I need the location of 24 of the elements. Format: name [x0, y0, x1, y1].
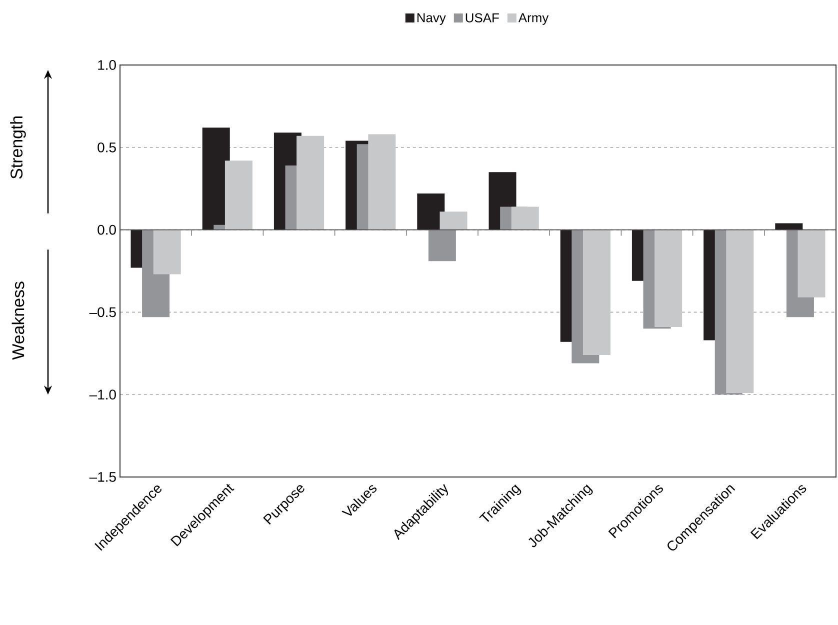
bar: [654, 230, 682, 328]
bar: [296, 136, 324, 230]
legend-label: Navy: [417, 13, 446, 25]
y-tick-label: 0.5: [98, 142, 116, 152]
legend-label: Army: [518, 13, 549, 25]
y-tick-label: –1.5: [89, 472, 116, 482]
bar: [368, 134, 396, 230]
y-tick-label: –1.0: [89, 390, 116, 400]
bar: [153, 230, 181, 274]
bar: [798, 230, 826, 298]
text: Strength: [10, 116, 26, 179]
bar: [224, 160, 252, 230]
bar: [582, 230, 610, 356]
legend-label: USAF: [466, 13, 499, 22]
bar: [511, 206, 539, 230]
y-tick-label: –0.5: [89, 307, 116, 318]
bar: [428, 230, 456, 262]
bar: [440, 212, 468, 230]
bar: [775, 223, 803, 230]
bar: [726, 230, 754, 393]
y-tick-label: 0.0: [98, 224, 116, 235]
text: Weakness: [12, 282, 24, 360]
bar: [417, 194, 445, 230]
y-tick-label: 1.0: [98, 60, 116, 70]
